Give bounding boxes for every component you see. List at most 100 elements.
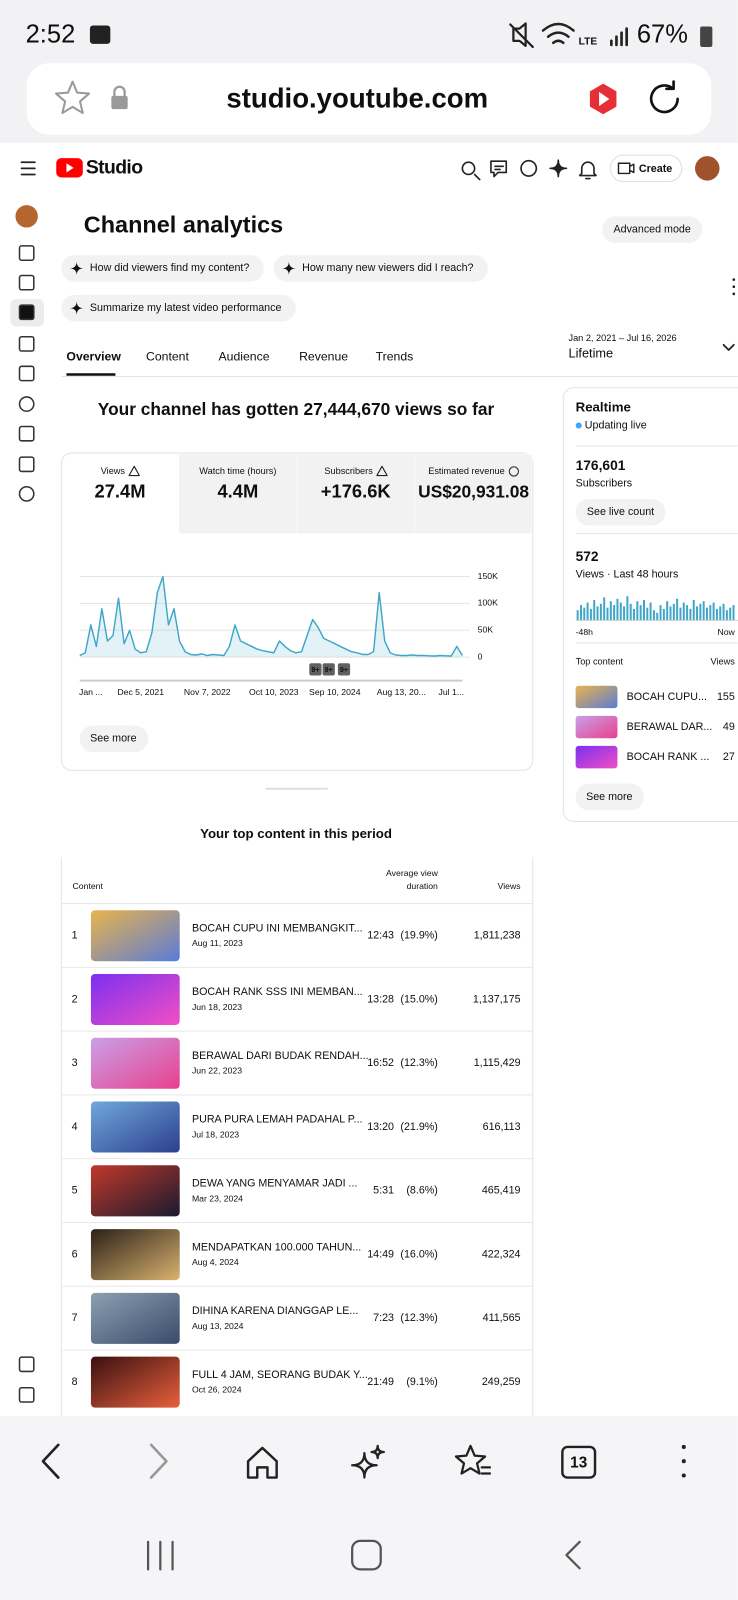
realtime-bar	[599, 603, 602, 621]
video-date: Jun 18, 2023	[192, 1002, 242, 1012]
prompt-sparkle	[69, 261, 84, 276]
url-box[interactable]	[26, 63, 712, 135]
realtime-bar	[696, 606, 699, 621]
sidebar-icon[interactable]	[18, 274, 35, 291]
video-thumbnail[interactable]	[90, 910, 180, 962]
nav-tabs[interactable]	[561, 1445, 597, 1479]
y-tick-label: 150K	[478, 571, 498, 581]
video-duration-share: (19.9%)	[400, 930, 437, 942]
realtime-views-label: Views · Last 48 hours	[576, 568, 679, 580]
sidebar-icon[interactable]	[18, 245, 35, 261]
realtime-bar	[603, 597, 606, 621]
realtime-views: 572	[576, 549, 599, 564]
video-views: 411,565	[483, 1312, 521, 1324]
video-duration-share: (8.6%)	[406, 1185, 438, 1197]
tab[interactable]: Content	[146, 349, 189, 363]
sidebar-icon[interactable]	[18, 365, 35, 382]
advanced-mode-button[interactable]	[602, 216, 703, 243]
video-date: Mar 23, 2024	[192, 1193, 243, 1203]
status-time: 2:52	[26, 20, 76, 48]
sidebar-icon[interactable]	[18, 396, 35, 412]
video-thumbnail[interactable]	[90, 1356, 180, 1408]
prompt-chip[interactable]	[61, 255, 264, 282]
realtime-bar	[729, 607, 732, 621]
video-date: Aug 13, 2024	[192, 1321, 244, 1331]
sidebar-icon[interactable]	[18, 485, 35, 502]
period: Lifetime	[568, 345, 613, 360]
video-thumbnail[interactable]	[90, 1101, 180, 1153]
line	[79, 575, 463, 657]
video-thumbnail[interactable]	[90, 1165, 180, 1217]
sidebar-icon[interactable]	[18, 456, 35, 473]
realtime-bar	[686, 605, 689, 621]
chart-badge[interactable]	[337, 663, 351, 676]
help-icon	[520, 159, 538, 177]
video-date: Jul 18, 2023	[192, 1130, 239, 1140]
create-button[interactable]	[609, 154, 683, 183]
realtime-thumbnail	[575, 715, 618, 739]
realtime-bar	[649, 602, 652, 621]
menu-icon	[20, 161, 36, 176]
nav-ai	[351, 1444, 385, 1479]
realtime-start: -48h	[576, 627, 594, 637]
prompt-sparkle	[69, 301, 84, 316]
realtime-bar	[616, 598, 619, 621]
studio-app-play	[599, 91, 610, 107]
sys-home[interactable]	[351, 1539, 382, 1571]
realtime-video-views: 27	[723, 751, 735, 763]
row-rank: 6	[72, 1248, 78, 1260]
advanced-mode-label: Advanced mode	[613, 223, 690, 235]
battery-icon	[700, 26, 713, 47]
metric-value: US$20,931.08	[418, 481, 529, 501]
prompt-label: Summarize my latest video performance	[90, 302, 282, 314]
live-count-button[interactable]	[575, 498, 666, 526]
page-title: Channel analytics	[84, 212, 283, 238]
video-duration-share: (12.3%)	[400, 1312, 437, 1324]
period-chevron	[722, 343, 735, 351]
video-duration-share: (15.0%)	[400, 993, 437, 1005]
video-thumbnail[interactable]	[90, 973, 180, 1025]
realtime-bar	[633, 608, 636, 621]
see-more-button[interactable]	[79, 725, 149, 753]
sidebar-icon[interactable]	[18, 335, 35, 352]
create-icon	[617, 162, 635, 175]
sidebar-icon[interactable]	[18, 1386, 35, 1403]
account-avatar[interactable]	[695, 156, 720, 181]
realtime-video-title: BOCAH CUPU...	[627, 691, 707, 703]
video-thumbnail[interactable]	[90, 1037, 180, 1089]
realtime-bar	[579, 605, 582, 621]
realtime-see-more[interactable]	[575, 783, 644, 811]
video-thumbnail[interactable]	[90, 1229, 180, 1281]
prompt-chip[interactable]	[61, 294, 296, 322]
video-duration: 21:49	[367, 1376, 394, 1388]
tab[interactable]: Trends	[376, 349, 414, 363]
chart-badge[interactable]	[322, 663, 335, 676]
metric-label: Watch time (hours)	[199, 466, 276, 476]
signal-icon	[610, 27, 628, 47]
video-title: FULL 4 JAM, SEORANG BUDAK Y...	[192, 1369, 368, 1381]
prompt-label: How many new viewers did I reach?	[302, 262, 473, 274]
realtime-status: Updating live	[585, 419, 647, 431]
tab[interactable]: Audience	[218, 349, 269, 363]
sidebar-icon[interactable]	[18, 1356, 35, 1373]
tab[interactable]: Revenue	[299, 349, 348, 363]
x-tick-label: Aug 13, 20...	[377, 687, 426, 697]
nav-back	[41, 1443, 60, 1479]
realtime-thumbnail	[575, 685, 618, 709]
reload-icon	[649, 80, 679, 114]
column-duration: duration	[407, 881, 438, 891]
sidebar-icon[interactable]	[18, 304, 35, 321]
prompt-chip[interactable]	[273, 255, 488, 282]
nav-home	[246, 1446, 278, 1479]
realtime-bar	[709, 605, 712, 621]
video-title: DIHINA KARENA DIANGGAP LE...	[192, 1305, 358, 1317]
video-title: DEWA YANG MENYAMAR JADI ...	[192, 1178, 358, 1190]
video-thumbnail[interactable]	[90, 1292, 180, 1344]
chart-badge[interactable]	[309, 663, 322, 676]
realtime-bar	[679, 607, 682, 621]
sidebar-icon[interactable]	[18, 425, 35, 442]
chart-badge-label: 9+	[340, 666, 348, 674]
tab[interactable]: Overview	[66, 349, 121, 363]
realtime-bar	[593, 600, 596, 621]
realtime-video-title: BERAWAL DAR...	[627, 721, 713, 733]
